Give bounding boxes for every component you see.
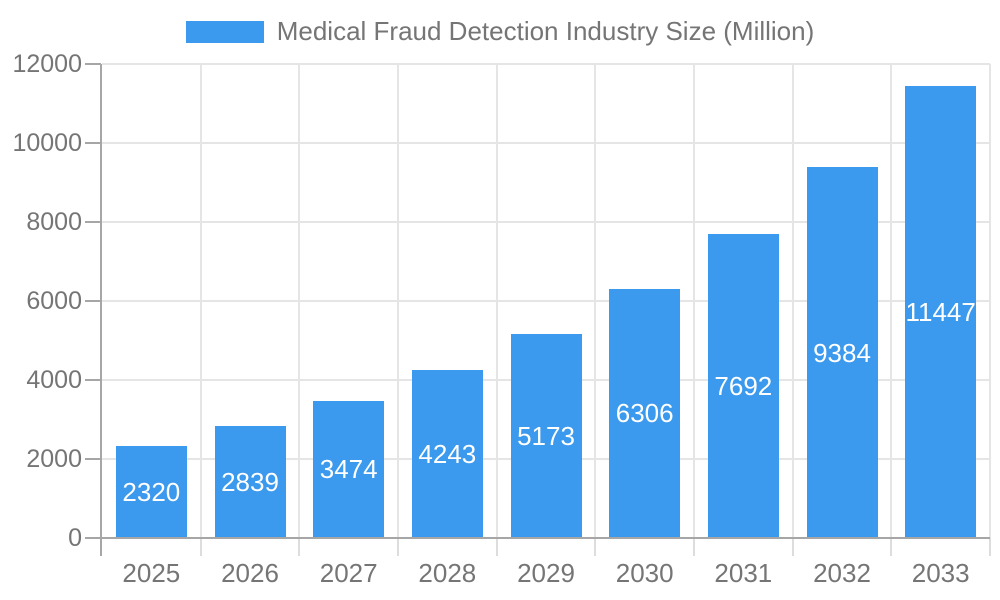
y-tick	[85, 379, 101, 381]
bar-value-label: 11447	[905, 296, 976, 327]
y-axis-label: 10000	[12, 129, 82, 157]
y-tick	[85, 63, 101, 65]
y-gridline	[102, 221, 990, 223]
y-tick	[85, 537, 101, 539]
y-gridline	[102, 63, 990, 65]
x-axis-label: 2032	[813, 558, 871, 588]
y-axis-label: 6000	[26, 287, 82, 315]
y-tick	[85, 300, 101, 302]
x-gridline	[298, 64, 301, 538]
bar-2026[interactable]	[214, 425, 286, 538]
bar-2027[interactable]	[313, 400, 385, 538]
x-gridline	[791, 64, 794, 538]
y-tick	[85, 458, 101, 460]
bar-2033[interactable]	[905, 85, 977, 538]
y-tick	[85, 221, 101, 223]
x-axis-label: 2027	[319, 558, 378, 588]
y-axis-label: 0	[68, 524, 82, 552]
bar-value-label: 6306	[615, 398, 674, 429]
x-axis-line	[100, 537, 990, 539]
bar-value-label: 4243	[418, 439, 477, 470]
x-tick	[298, 538, 301, 556]
x-axis-label: 2031	[714, 558, 773, 588]
x-tick	[693, 538, 695, 556]
bar-value-label: 7692	[714, 371, 773, 402]
x-tick	[199, 538, 202, 556]
y-axis-label: 4000	[26, 366, 82, 394]
x-tick	[594, 538, 597, 556]
y-gridline	[102, 300, 990, 302]
bar-2031[interactable]	[707, 234, 779, 538]
bar-2025[interactable]	[115, 446, 187, 538]
plot-area: 2320 2839 3474 4243 5173 6306 7692 9384 11447	[102, 63, 991, 538]
x-axis-label: 2029	[517, 558, 575, 588]
x-gridline	[495, 64, 498, 538]
x-axis-label: 2030	[615, 558, 674, 588]
x-tick	[989, 538, 991, 556]
x-gridline	[594, 64, 597, 538]
bar-2029[interactable]	[510, 333, 582, 538]
y-axis-label: 8000	[26, 208, 82, 236]
y-gridline	[102, 142, 990, 144]
bar-value-label: 3474	[319, 454, 378, 485]
y-axis-label: 2000	[26, 445, 82, 473]
y-axis-label: 12000	[12, 50, 82, 78]
bar-value-label: 2320	[122, 477, 181, 508]
x-gridline	[199, 64, 202, 538]
bar-2032[interactable]	[806, 167, 878, 538]
chart-legend[interactable]: Medical Fraud Detection Industry Size (M…	[0, 16, 1000, 47]
x-tick	[397, 538, 399, 556]
x-gridline	[989, 64, 991, 538]
x-axis-label: 2033	[911, 558, 970, 588]
y-axis-line	[100, 64, 102, 556]
x-axis-label: 2025	[122, 558, 181, 588]
x-tick	[791, 538, 794, 556]
bar-value-label: 2839	[221, 466, 279, 497]
x-gridline	[890, 64, 893, 538]
bar-2028[interactable]	[411, 370, 483, 538]
x-gridline	[397, 64, 399, 538]
x-tick	[890, 538, 893, 556]
x-gridline	[693, 64, 695, 538]
legend-label: Medical Fraud Detection Industry Size (M…	[276, 16, 815, 46]
bar-2030[interactable]	[609, 288, 681, 538]
x-tick	[495, 538, 498, 556]
legend-swatch	[185, 20, 264, 43]
bar-value-label: 9384	[813, 337, 871, 368]
y-tick	[85, 142, 101, 144]
x-axis-label: 2026	[221, 558, 279, 588]
x-axis-label: 2028	[418, 558, 477, 588]
bar-value-label: 5173	[517, 420, 575, 451]
